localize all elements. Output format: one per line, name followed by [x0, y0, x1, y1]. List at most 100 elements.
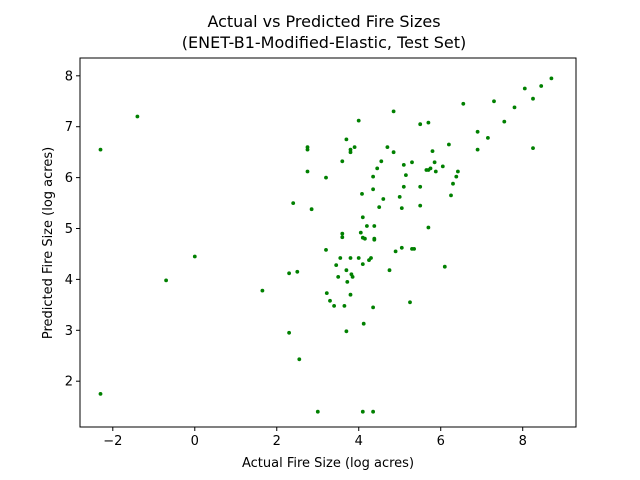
- data-point-6: [287, 271, 291, 276]
- y-tick-label-3: 5: [65, 222, 73, 237]
- data-point-73: [404, 173, 408, 178]
- data-point-19: [328, 298, 332, 303]
- data-point-16: [324, 175, 328, 180]
- data-point-58: [371, 409, 375, 414]
- data-point-80: [418, 203, 423, 208]
- x-tick-label-0: −2: [103, 434, 122, 449]
- x-axis-label: Actual Fire Size (log acres): [242, 456, 414, 471]
- data-point-4: [192, 254, 197, 259]
- data-point-1: [98, 392, 103, 396]
- data-point-71: [401, 163, 406, 167]
- data-point-15: [315, 409, 320, 414]
- y-tick-label-0: 2: [65, 375, 73, 390]
- points-layer: [98, 76, 554, 414]
- x-tick-label-3: 4: [355, 434, 363, 449]
- data-point-84: [426, 225, 431, 230]
- data-point-65: [391, 109, 396, 114]
- data-point-45: [360, 262, 365, 266]
- data-point-85: [428, 166, 433, 171]
- data-point-30: [344, 329, 349, 334]
- data-point-22: [336, 275, 341, 279]
- data-point-69: [399, 206, 404, 211]
- y-tick-label-5: 7: [65, 120, 73, 135]
- data-point-37: [350, 275, 355, 279]
- data-point-9: [295, 269, 300, 274]
- data-point-17: [324, 248, 328, 252]
- chart-subtitle: (ENET-B1-Modified-Elastic, Test Set): [182, 33, 466, 52]
- data-point-49: [365, 224, 369, 228]
- data-point-90: [442, 264, 447, 269]
- data-point-29: [344, 268, 349, 273]
- data-point-96: [461, 101, 466, 106]
- data-point-57: [371, 305, 375, 310]
- data-point-13: [305, 169, 310, 174]
- data-point-78: [418, 122, 423, 127]
- data-point-24: [340, 159, 345, 164]
- data-point-7: [287, 330, 291, 335]
- data-point-3: [164, 278, 169, 283]
- data-point-33: [348, 150, 353, 155]
- data-point-52: [371, 174, 375, 179]
- data-point-27: [342, 304, 347, 308]
- data-point-12: [305, 147, 310, 152]
- data-point-18: [324, 291, 329, 295]
- data-point-106: [539, 84, 544, 88]
- data-point-53: [371, 187, 375, 192]
- data-point-89: [440, 164, 445, 169]
- data-point-88: [433, 169, 438, 174]
- data-point-66: [391, 150, 396, 155]
- data-point-77: [412, 247, 416, 251]
- data-point-63: [385, 145, 390, 150]
- data-point-28: [344, 137, 349, 142]
- data-point-48: [363, 236, 367, 241]
- x-tick-label-4: 6: [437, 434, 445, 449]
- data-point-93: [451, 181, 455, 186]
- data-point-40: [356, 256, 361, 260]
- data-point-23: [338, 256, 343, 260]
- x-tick-label-1: 0: [191, 434, 199, 449]
- x-tick-label-2: 2: [273, 434, 281, 449]
- data-point-61: [379, 159, 384, 164]
- data-point-87: [432, 160, 437, 165]
- data-point-79: [418, 184, 423, 189]
- y-tick-label-4: 6: [65, 171, 73, 186]
- data-point-31: [345, 280, 350, 284]
- data-point-94: [454, 174, 459, 179]
- data-point-0: [98, 147, 103, 152]
- data-point-46: [361, 321, 366, 326]
- data-point-35: [348, 292, 353, 297]
- y-tick-label-1: 3: [65, 324, 73, 339]
- data-point-14: [309, 207, 314, 212]
- data-point-42: [360, 192, 364, 196]
- data-point-75: [410, 160, 414, 165]
- data-point-95: [456, 169, 460, 174]
- data-point-21: [334, 263, 339, 267]
- data-point-54: [372, 224, 377, 228]
- data-point-101: [502, 119, 507, 124]
- data-point-82: [426, 120, 431, 125]
- data-point-91: [447, 142, 451, 147]
- data-point-92: [449, 193, 453, 198]
- x-tick-label-5: 8: [519, 434, 527, 449]
- plot-frame: [79, 57, 577, 428]
- data-point-34: [348, 256, 353, 260]
- data-point-104: [531, 96, 535, 101]
- y-axis-label: Predicted Fire Size (log acres): [41, 147, 56, 339]
- data-point-86: [430, 149, 435, 154]
- data-point-100: [492, 99, 496, 104]
- data-point-72: [401, 184, 406, 189]
- data-point-8: [291, 201, 296, 206]
- data-point-5: [260, 288, 265, 293]
- data-point-70: [399, 245, 404, 250]
- data-point-10: [297, 357, 302, 362]
- y-tick-label-6: 8: [65, 69, 73, 84]
- data-point-59: [375, 166, 380, 171]
- data-point-26: [340, 235, 345, 240]
- y-axis: 2 3 4 5 6 7 8: [65, 69, 80, 390]
- data-point-60: [377, 205, 382, 210]
- data-point-38: [352, 145, 357, 150]
- data-point-102: [512, 105, 517, 110]
- data-point-39: [356, 118, 361, 123]
